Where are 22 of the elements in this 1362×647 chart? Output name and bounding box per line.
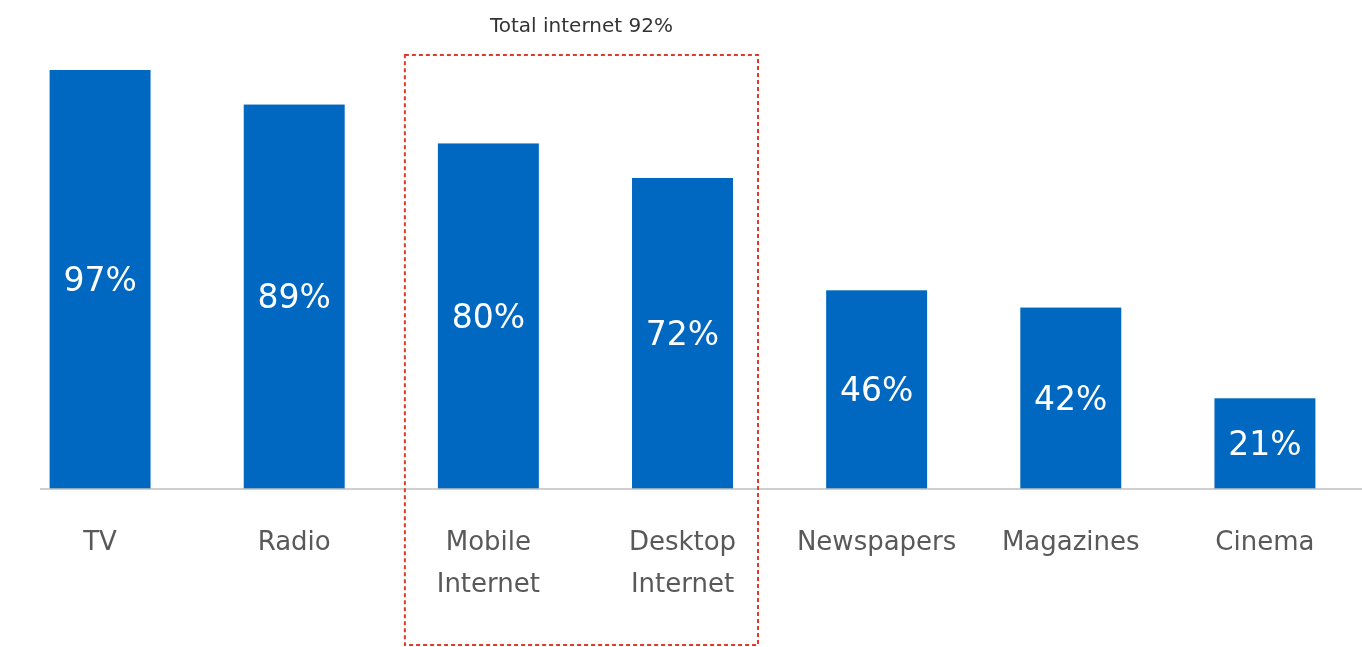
x-tick-label: Newspapers bbox=[796, 526, 957, 556]
data-label: 46% bbox=[839, 370, 914, 410]
x-tick-label: Magazines bbox=[1001, 526, 1140, 556]
data-label: 89% bbox=[257, 277, 331, 317]
x-tick-label: Desktop Internet bbox=[628, 526, 737, 598]
bar bbox=[1020, 307, 1122, 489]
data-label: 72% bbox=[645, 314, 720, 354]
bar bbox=[632, 177, 733, 489]
x-tick-label: Radio bbox=[257, 526, 331, 556]
text: Total internet 92% bbox=[488, 13, 673, 37]
x-tick-label: TV bbox=[82, 526, 118, 556]
bar bbox=[437, 143, 539, 489]
x-tick-label: Mobile Internet bbox=[436, 526, 540, 598]
data-label: 80% bbox=[451, 296, 526, 336]
data-label: 21% bbox=[1228, 424, 1302, 464]
data-label: 42% bbox=[1034, 378, 1108, 418]
bar bbox=[49, 70, 151, 489]
bar bbox=[1214, 398, 1316, 489]
data-label: 97% bbox=[63, 260, 137, 300]
x-tick-label: Cinema bbox=[1215, 526, 1315, 556]
bar bbox=[826, 290, 928, 489]
bar bbox=[243, 104, 345, 489]
